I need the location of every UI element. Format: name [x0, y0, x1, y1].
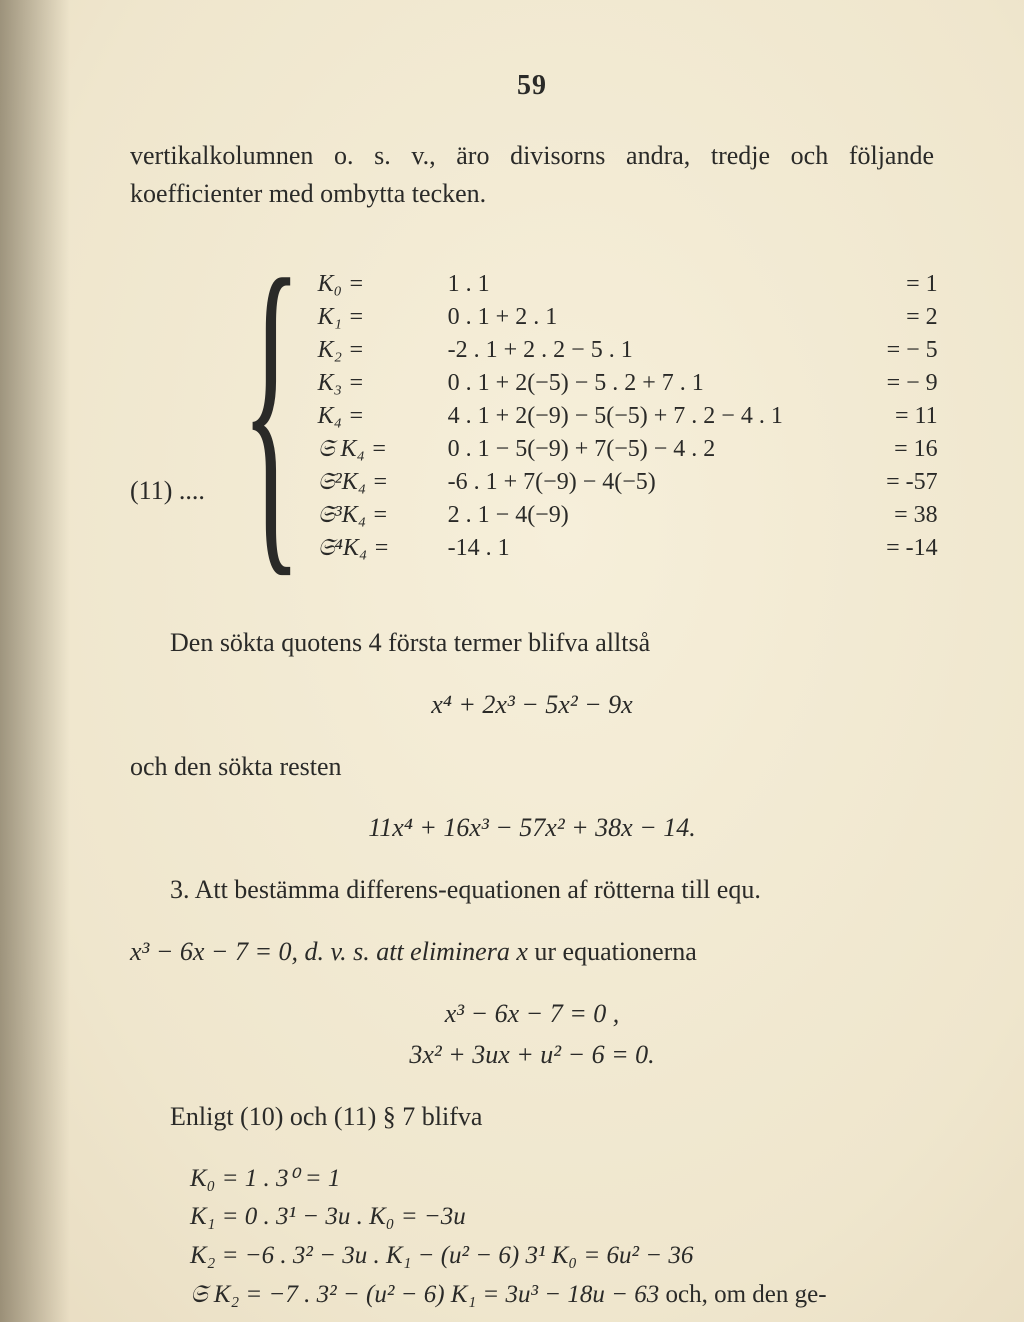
paragraph-5: Enligt (10) och (11) § 7 blifva: [130, 1098, 934, 1136]
page-number: 59: [130, 70, 934, 102]
scanned-page: 59 vertikalkolumnen o. s. v., äro diviso…: [0, 0, 1024, 1322]
eq-row: K₀ =1 . 1= 1: [318, 271, 938, 298]
equation-lines: K₀ =1 . 1= 1 K₁ =0 . 1 + 2 . 1= 2 K₂ =-2…: [318, 271, 938, 562]
k0-line: K₀ = 1 . 3⁰ = 1: [190, 1160, 934, 1199]
equation-5a: x³ − 6x − 7 = 0 ,: [130, 995, 934, 1033]
paragraph-4-lead: 3. Att bestämma differens-equationen af …: [130, 871, 934, 909]
eq-row: K₃ =0 . 1 + 2(−5) − 5 . 2 + 7 . 1= − 9: [318, 370, 938, 397]
remainder-expression: 11x⁴ + 16x³ − 57x² + 38x − 14.: [130, 809, 934, 847]
equation-block-11: (11) .... { K₀ =1 . 1= 1 K₁ =0 . 1 + 2 .…: [130, 236, 934, 596]
eq-row: K₁ =0 . 1 + 2 . 1= 2: [318, 304, 938, 331]
binding-shadow: [0, 0, 70, 1322]
paragraph-4-line2: x³ − 6x − 7 = 0, d. v. s. att eliminera …: [130, 933, 934, 971]
equation-5b: 3x² + 3ux + u² − 6 = 0.: [130, 1036, 934, 1074]
eq-row: 𝔖³K₄ =2 . 1 − 4(−9)= 38: [318, 502, 938, 529]
eq-row: 𝔖 K₄ =0 . 1 − 5(−9) + 7(−5) − 4 . 2= 16: [318, 436, 938, 463]
k-lines: K₀ = 1 . 3⁰ = 1 K₁ = 0 . 3¹ − 3u . K₀ = …: [190, 1160, 934, 1315]
left-brace: {: [241, 226, 301, 586]
eq-row: 𝔖⁴K₄ =-14 . 1= -14: [318, 535, 938, 562]
k1-line: K₁ = 0 . 3¹ − 3u . K₀ = −3u: [190, 1198, 934, 1237]
eq-row: 𝔖²K₄ =-6 . 1 + 7(−9) − 4(−5)= -57: [318, 469, 938, 496]
paragraph-1: vertikalkolumnen o. s. v., äro divisorns…: [130, 137, 934, 212]
k2-line: K₂ = −6 . 3² − 3u . K₁ − (u² − 6) 3¹ K₀ …: [190, 1237, 934, 1276]
k3-line: 𝔖 K₂ = −7 . 3² − (u² − 6) K₁ = 3u³ − 18u…: [190, 1276, 934, 1315]
eq-row: K₄ =4 . 1 + 2(−9) − 5(−5) + 7 . 2 − 4 . …: [318, 403, 938, 430]
paragraph-2: Den sökta quotens 4 första termer blifva…: [130, 624, 934, 662]
equation-label: (11) ....: [130, 326, 205, 506]
paragraph-3: och den sökta resten: [130, 748, 934, 786]
quotient-expression: x⁴ + 2x³ − 5x² − 9x: [130, 686, 934, 724]
eq-row: K₂ =-2 . 1 + 2 . 2 − 5 . 1= − 5: [318, 337, 938, 364]
